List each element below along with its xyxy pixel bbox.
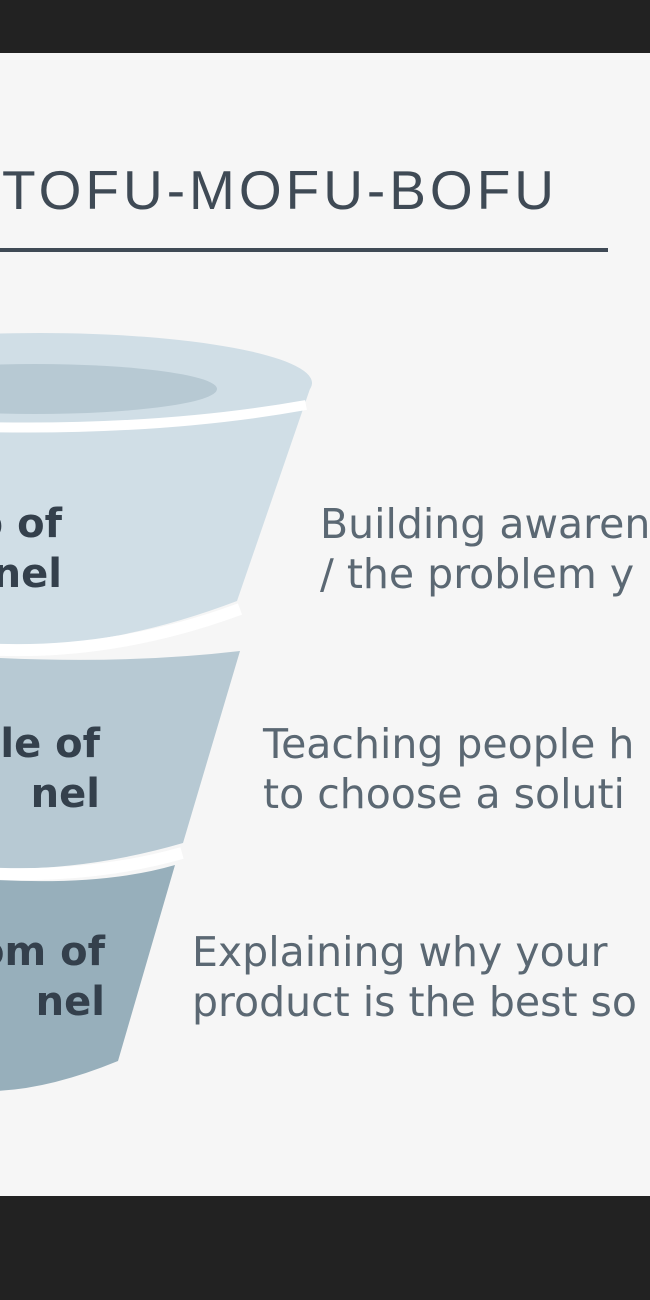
top-letterbox-bar bbox=[0, 0, 650, 53]
funnel-stage-bottom bbox=[0, 865, 175, 1091]
funnel-stage-top bbox=[0, 383, 312, 647]
stage-separator-2 bbox=[0, 847, 184, 881]
diagram-title: TOFU-MOFU-BOFU bbox=[2, 159, 559, 221]
diagram-canvas: TOFU-MOFU-BOFU p of nel Building awaren … bbox=[0, 53, 650, 1196]
bottom-letterbox-bar bbox=[0, 1196, 650, 1300]
stage-label-middle: lle of nel bbox=[0, 721, 100, 817]
stage-description-bottom: Explaining why your product is the best … bbox=[192, 928, 637, 1026]
title-underline bbox=[0, 248, 608, 252]
stage-label-bottom: om of nel bbox=[0, 929, 105, 1025]
funnel-rim-edge bbox=[0, 400, 307, 433]
stage-description-top: Building awaren / the problem y bbox=[320, 500, 650, 598]
funnel-rim-inner bbox=[0, 364, 217, 414]
stage-separator-1 bbox=[0, 603, 243, 657]
stage-description-middle: Teaching people h to choose a soluti bbox=[263, 720, 635, 818]
funnel-stage-middle bbox=[0, 651, 240, 869]
funnel-graphic bbox=[0, 333, 312, 1091]
stage-label-top: p of nel bbox=[0, 501, 62, 597]
